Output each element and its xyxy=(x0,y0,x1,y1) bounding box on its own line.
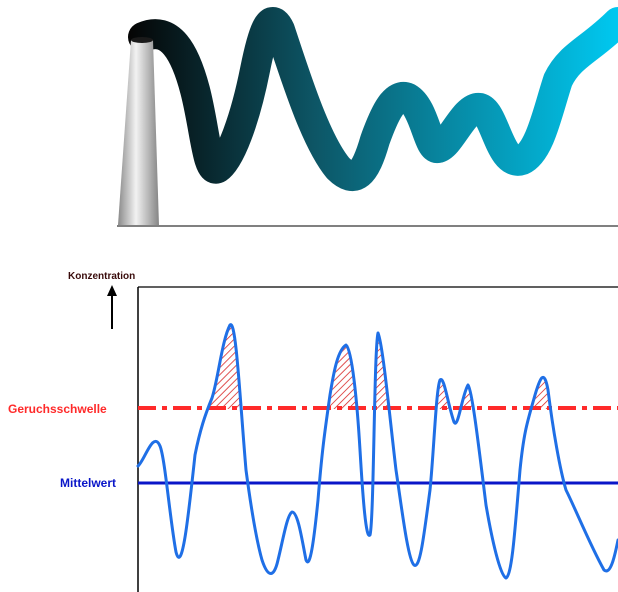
chimney-opening xyxy=(131,37,153,43)
mean-value-label: Mittelwert xyxy=(60,476,116,490)
up-arrow-icon xyxy=(107,285,117,329)
chimney xyxy=(118,40,159,225)
concentration-label: Konzentration xyxy=(68,271,135,282)
smoke-plume xyxy=(128,7,618,191)
concentration-signal xyxy=(136,323,618,580)
concentration-diagram: Konzentration Geruchsschwelle Mittelwert xyxy=(8,271,618,592)
plume-illustration xyxy=(117,7,618,227)
odor-threshold-label: Geruchsschwelle xyxy=(8,402,107,416)
